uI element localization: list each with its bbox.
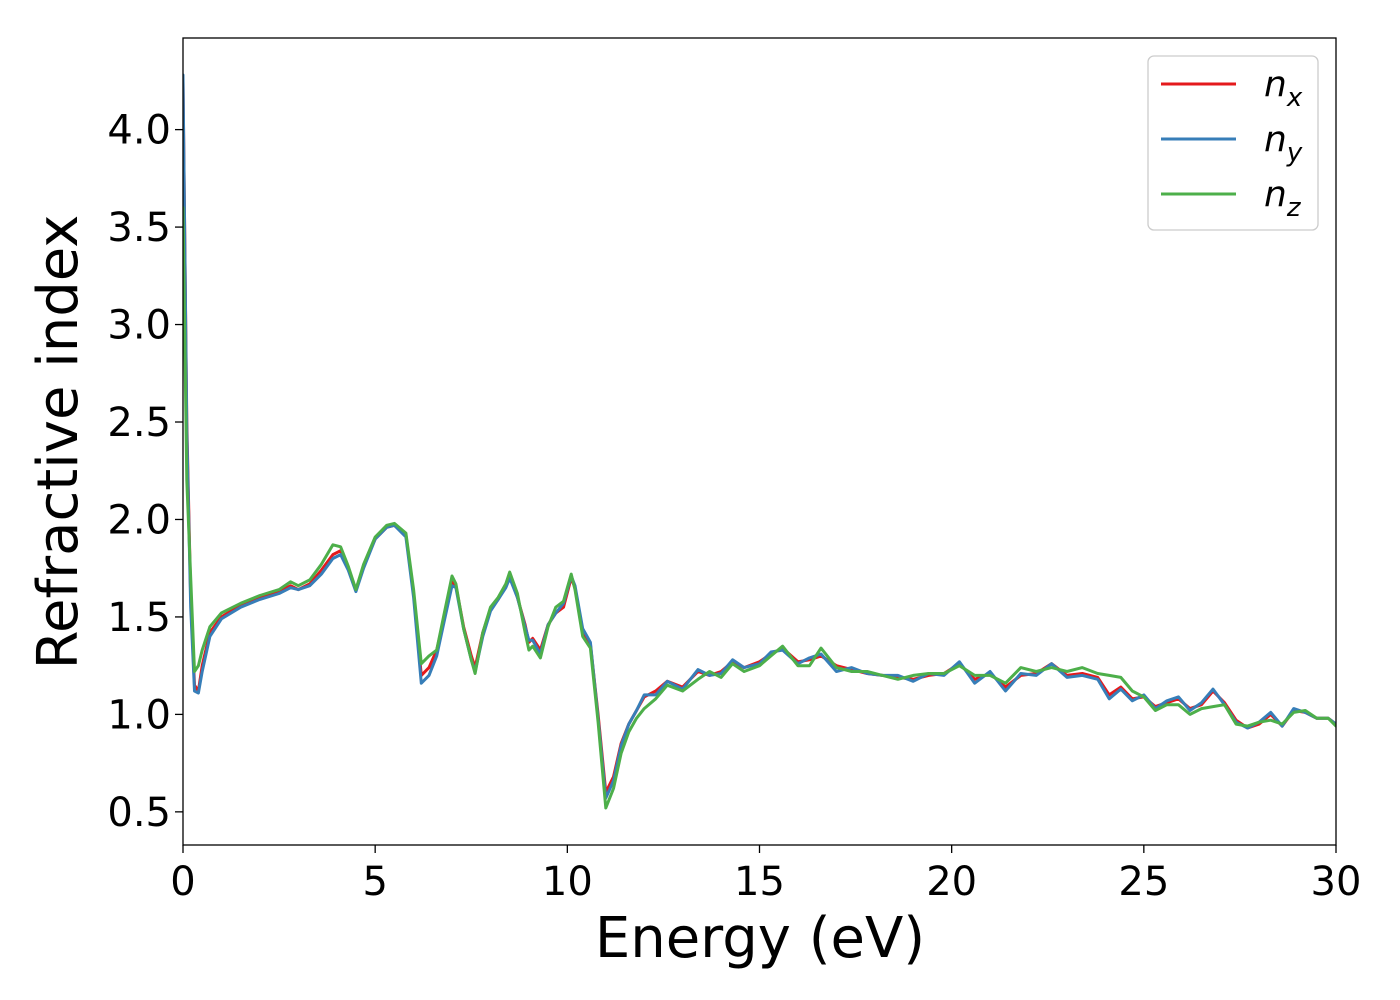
y-tick-label: 1.0 (107, 692, 171, 738)
series-layer (183, 73, 1336, 810)
y-axis: 0.5 1.0 1.5 2.0 2.5 3.0 3.5 4.0 (107, 108, 183, 836)
y-tick-label: 2.5 (107, 400, 171, 446)
y-tick-label: 2.0 (107, 497, 171, 543)
legend-label-ny: ny (1264, 119, 1303, 168)
series-line-nz (183, 206, 1336, 810)
x-tick-label: 25 (1118, 859, 1169, 905)
x-tick-label: 10 (542, 859, 593, 905)
x-axis: 0 5 10 15 20 25 30 (170, 845, 1361, 905)
x-axis-title: Energy (eV) (595, 906, 925, 971)
x-tick-label: 0 (170, 859, 195, 905)
legend-box (1147, 55, 1319, 231)
legend-label-nz: nz (1264, 174, 1302, 223)
legend-label-nx: nx (1264, 64, 1303, 113)
x-tick-label: 5 (362, 859, 387, 905)
y-tick-label: 3.0 (107, 303, 171, 349)
x-tick-label: 30 (1311, 859, 1362, 905)
y-tick-label: 1.5 (107, 595, 171, 641)
legend: nx ny nz (1147, 55, 1319, 231)
x-tick-label: 20 (926, 859, 977, 905)
x-tick-label: 15 (734, 859, 785, 905)
y-tick-label: 3.5 (107, 205, 171, 251)
y-axis-title: Refractive index (26, 215, 91, 670)
y-tick-label: 0.5 (107, 790, 171, 836)
y-tick-label: 4.0 (107, 108, 171, 154)
